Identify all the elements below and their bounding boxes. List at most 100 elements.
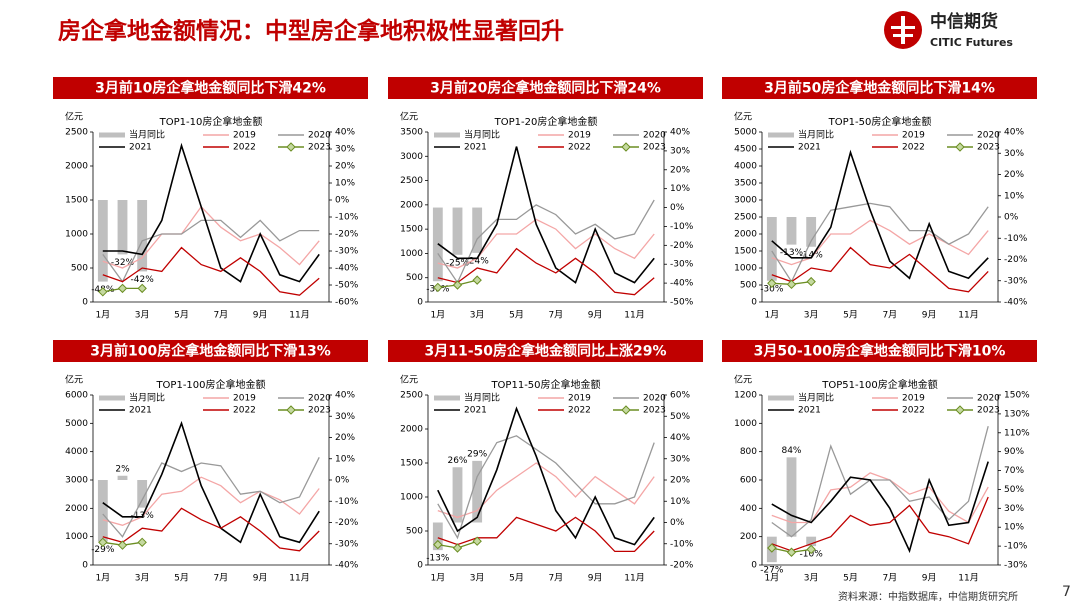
line-series	[102, 457, 320, 538]
line-marker	[786, 279, 797, 290]
y-tick-label: 0	[417, 298, 423, 308]
bar	[472, 207, 483, 253]
legend-label: 2021	[129, 406, 152, 416]
y-tick-label: 1200	[734, 391, 757, 401]
legend-marker	[955, 405, 965, 415]
y2-tick-label: 30%	[670, 454, 690, 464]
x-tick-label: 1月	[764, 573, 779, 584]
y2-tick-label: 0%	[335, 476, 350, 486]
y2-tick-label: 0%	[670, 203, 685, 213]
y2-tick-label: -10%	[1004, 542, 1028, 552]
x-tick-label: 5月	[174, 573, 189, 584]
legend-label: 2021	[464, 406, 487, 416]
y-tick-label: 2000	[65, 162, 88, 172]
legend-label: 2023	[977, 406, 1000, 416]
bar	[766, 217, 777, 281]
line-series	[437, 247, 655, 296]
legend-label: 2022	[568, 143, 591, 153]
y2-tick-label: 30%	[335, 412, 355, 422]
logo-stroke	[901, 16, 905, 44]
y2-tick-label: 110%	[1004, 428, 1030, 438]
unit-label: 亿元	[400, 374, 418, 386]
y-tick-label: 500	[406, 273, 423, 283]
y2-tick-label: -30%	[1004, 561, 1028, 571]
line-marker	[472, 536, 482, 546]
bar	[452, 467, 463, 523]
y2-tick-label: -20%	[670, 241, 694, 251]
y2-tick-label: 10%	[1004, 523, 1024, 533]
y-tick-label: 600	[740, 476, 757, 486]
panel-header: 3月前100房企拿地金额同比下滑13%	[90, 343, 330, 360]
y-tick-label: 1000	[734, 419, 757, 429]
x-tick-label: 9月	[253, 573, 268, 584]
y2-tick-label: 40%	[1004, 128, 1024, 138]
y2-tick-label: 10%	[335, 179, 355, 189]
unit-label: 亿元	[400, 111, 418, 123]
y2-tick-label: 20%	[335, 433, 355, 443]
unit-label: 亿元	[65, 111, 83, 123]
y-tick-label: 2500	[734, 213, 757, 223]
legend-label: 2022	[902, 406, 925, 416]
line-series	[437, 516, 655, 553]
y-tick-label: 2000	[400, 425, 423, 435]
line-marker	[98, 287, 108, 297]
x-tick-label: 7月	[548, 573, 563, 584]
source-note: 资料来源：中指数据库，中信期货研究所	[838, 590, 1018, 603]
x-tick-label: 5月	[843, 573, 858, 584]
y2-tick-label: 10%	[670, 497, 690, 507]
line-series	[771, 496, 989, 552]
y-tick-label: 500	[406, 527, 423, 537]
line-series	[771, 246, 989, 293]
y-tick-label: 4000	[734, 162, 757, 172]
panel-header-bg	[722, 77, 1037, 99]
y-tick-label: 1500	[400, 459, 423, 469]
line-marker	[806, 276, 816, 287]
chart-panel: 3月前10房企拿地金额同比下滑42% 亿元 TOP1-10房企拿地金额 0 500 100…	[53, 77, 368, 321]
y2-tick-label: -50%	[335, 281, 359, 291]
y-tick-label: 3500	[734, 179, 757, 189]
line-marker	[806, 544, 816, 555]
chart-panel: 3月前100房企拿地金额同比下滑13% 亿元 TOP1-100房企拿地金额 0 1000…	[53, 340, 368, 584]
chart-panel: 3月11-50房企拿地金额同比上涨29% 亿元 TOP11-50房企拿地金额 0 500…	[388, 340, 703, 584]
y-tick-label: 5000	[734, 128, 757, 138]
x-tick-label: 3月	[470, 310, 485, 321]
y2-tick-label: 10%	[1004, 191, 1024, 201]
line-series	[437, 462, 655, 519]
y2-tick-label: -20%	[335, 230, 359, 240]
y2-tick-label: -30%	[335, 539, 359, 549]
line-series	[437, 218, 655, 269]
x-tick-label: 3月	[135, 310, 150, 321]
data-label: 2%	[115, 464, 130, 474]
chart-title: TOP1-10房企拿地金额	[159, 115, 263, 128]
panel-header: 3月前10房企拿地金额同比下滑42%	[95, 80, 326, 97]
legend-label: 2020	[643, 394, 666, 404]
y-tick-label: 500	[71, 264, 88, 274]
data-label: -30%	[760, 284, 784, 294]
y2-tick-label: 0%	[670, 518, 685, 528]
x-tick-label: 9月	[922, 573, 937, 584]
line-marker	[117, 283, 128, 294]
y-tick-label: 0	[82, 561, 88, 571]
panel-header-bg	[722, 340, 1037, 362]
data-label: 84%	[781, 446, 801, 456]
y-tick-label: 1500	[734, 247, 757, 257]
chart-panel: 3月50-100房企拿地金额同比下滑10% 亿元 TOP51-100房企拿地金额 0 2…	[722, 340, 1037, 584]
line-series	[102, 142, 320, 283]
y-tick-label: 2500	[400, 176, 423, 186]
legend-label: 2023	[308, 406, 331, 416]
y2-tick-label: 50%	[670, 412, 690, 422]
panel-header: 3月11-50房企拿地金额同比上涨29%	[424, 343, 666, 360]
x-tick-label: 5月	[509, 310, 524, 321]
y-tick-label: 3500	[400, 128, 423, 138]
x-tick-label: 9月	[588, 310, 603, 321]
chart-title: TOP11-50房企拿地金额	[490, 378, 600, 391]
line-marker	[137, 283, 147, 294]
legend-label: 2023	[643, 406, 666, 416]
y2-tick-label: 40%	[335, 391, 355, 401]
legend-label: 2023	[643, 143, 666, 153]
bar	[117, 200, 128, 255]
line-series	[771, 149, 989, 280]
y-tick-label: 1000	[400, 249, 423, 259]
y-tick-label: 3000	[734, 196, 757, 206]
page-number: 7	[1062, 584, 1071, 600]
